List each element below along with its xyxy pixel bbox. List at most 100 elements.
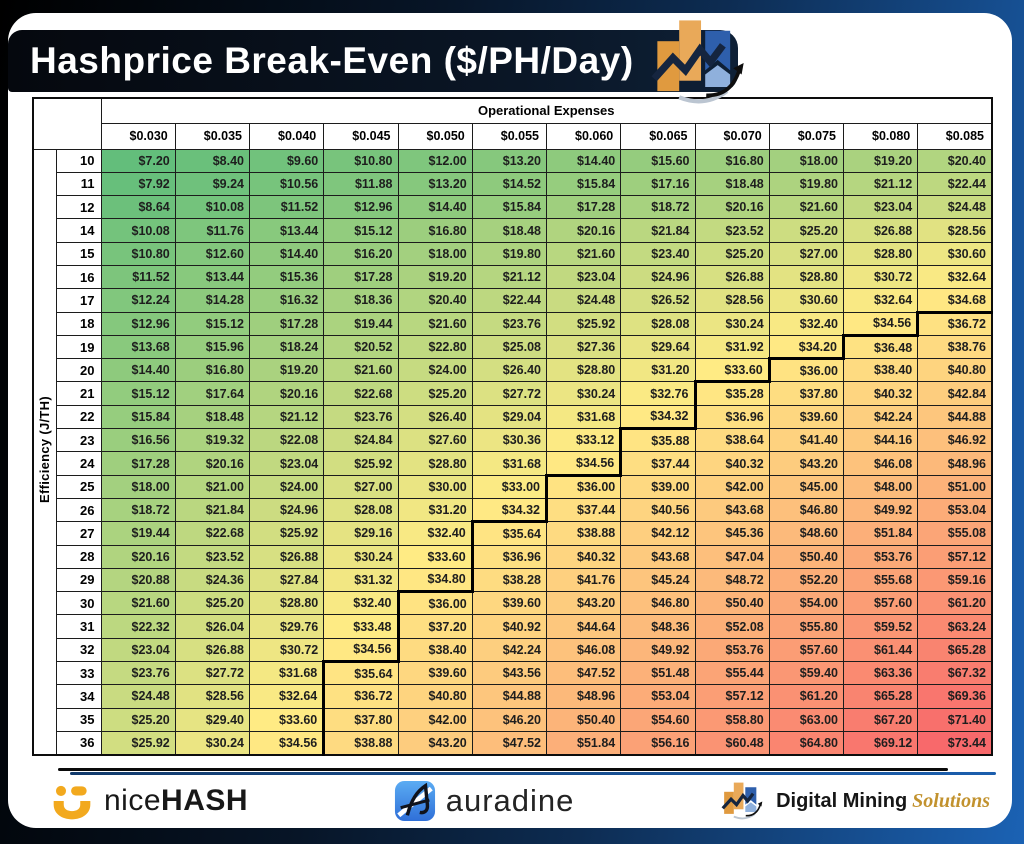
- breakeven-value-cell: $39.60: [397, 661, 473, 686]
- breakeven-value-cell: $61.20: [768, 684, 845, 709]
- efficiency-row-label: 27: [55, 521, 102, 546]
- breakeven-value-cell: $63.00: [768, 707, 845, 732]
- breakeven-value-cell: $51.48: [620, 661, 696, 686]
- opex-group-header: Operational Expenses: [100, 97, 993, 124]
- breakeven-value-cell: $18.00: [100, 474, 176, 499]
- breakeven-value-cell: $25.92: [545, 311, 622, 336]
- breakeven-value-cell: $41.76: [545, 567, 622, 593]
- breakeven-value-cell: $56.16: [620, 730, 696, 756]
- breakeven-value-cell: $37.20: [397, 614, 473, 639]
- breakeven-value-cell: $33.60: [694, 358, 771, 384]
- breakeven-value-cell: $28.56: [174, 684, 251, 709]
- breakeven-value-cell: $19.80: [471, 241, 548, 266]
- table-row: 24 $17.28 $20.16 $23.04 $25.92 $28.80 $31.68 $3…: [33, 451, 993, 477]
- opex-values-header-row: $0.030 $0.035 $0.040 $0.045 $0.050 $0.055 $0.0…: [33, 122, 993, 150]
- breakeven-value-cell: $11.52: [248, 195, 325, 220]
- breakeven-value-cell: $48.00: [842, 474, 919, 499]
- breakeven-value-cell: $40.32: [545, 544, 622, 569]
- breakeven-value-cell: $10.80: [323, 148, 399, 173]
- breakeven-value-cell: $34.56: [248, 730, 326, 756]
- breakeven-value-cell: $49.92: [842, 497, 919, 523]
- table-row: 27 $19.44 $22.68 $25.92 $29.16 $32.40 $35.64 $3…: [33, 521, 993, 546]
- breakeven-value-cell: $54.00: [768, 591, 845, 616]
- breakeven-value-cell: $9.24: [174, 171, 251, 197]
- breakeven-value-cell: $33.00: [471, 474, 549, 499]
- breakeven-value-cell: $20.16: [100, 544, 176, 569]
- nicehash-text-bold: HASH: [161, 784, 249, 817]
- breakeven-value-cell: $21.60: [323, 358, 399, 383]
- breakeven-value-cell: $34.56: [842, 311, 920, 337]
- breakeven-value-cell: $55.80: [768, 614, 845, 639]
- breakeven-value-cell: $16.80: [397, 218, 473, 243]
- breakeven-value-cell: $16.20: [323, 241, 399, 266]
- breakeven-value-cell: $13.20: [471, 148, 548, 173]
- breakeven-value-cell: $45.00: [768, 474, 845, 499]
- breakeven-value-cell: $27.00: [323, 474, 399, 499]
- breakeven-value-cell: $12.60: [174, 241, 251, 266]
- efficiency-row-label: 19: [55, 334, 102, 360]
- breakeven-value-cell: $57.12: [694, 684, 770, 709]
- breakeven-value-cell: $37.44: [545, 497, 622, 523]
- table-row: 21 $15.12 $17.64 $20.16 $22.68 $25.20 $27.72 $3…: [33, 381, 993, 406]
- table-row: 22 $15.84 $18.48 $21.12 $23.76 $26.40 $29.04 $3…: [33, 404, 993, 431]
- breakeven-value-cell: $20.40: [917, 148, 993, 173]
- breakeven-value-cell: $36.48: [842, 334, 919, 360]
- breakeven-value-cell: $28.80: [545, 358, 622, 383]
- breakeven-value-cell: $16.32: [248, 288, 325, 313]
- breakeven-value-cell: $9.60: [248, 148, 325, 173]
- efficiency-row-label: 34: [55, 684, 102, 709]
- breakeven-value-cell: $27.72: [471, 381, 548, 406]
- table-row: 12 $8.64 $10.08 $11.52 $12.96 $14.40 $15.84 $17…: [33, 195, 993, 220]
- breakeven-value-cell: $14.40: [248, 241, 325, 266]
- opex-column-header: $0.080: [842, 122, 919, 150]
- breakeven-value-cell: $31.68: [248, 661, 326, 686]
- breakeven-value-cell: $51.84: [545, 730, 622, 756]
- breakeven-value-cell: $27.60: [397, 428, 473, 453]
- breakeven-value-cell: $48.96: [545, 684, 622, 709]
- breakeven-value-cell: $64.80: [768, 730, 845, 756]
- breakeven-value-cell: $23.76: [471, 311, 548, 336]
- breakeven-value-cell: $24.48: [917, 195, 993, 220]
- breakeven-value-cell: $17.64: [174, 381, 251, 406]
- efficiency-row-label: 33: [55, 661, 102, 686]
- breakeven-value-cell: $17.28: [248, 311, 325, 336]
- breakeven-value-cell: $21.60: [768, 195, 845, 220]
- footer-divider-black: [58, 768, 948, 771]
- breakeven-value-cell: $22.80: [397, 334, 473, 360]
- breakeven-value-cell: $39.60: [471, 591, 548, 616]
- breakeven-value-cell: $53.04: [620, 684, 696, 709]
- nicehash-wordmark: niceHASH: [104, 784, 248, 818]
- nicehash-smiley-icon: [53, 785, 91, 820]
- breakeven-value-cell: $25.92: [100, 730, 176, 756]
- breakeven-value-cell: $21.84: [174, 497, 251, 523]
- breakeven-value-cell: $18.72: [100, 497, 176, 523]
- breakeven-value-cell: $35.88: [620, 428, 696, 453]
- breakeven-value-cell: $15.84: [100, 404, 176, 430]
- breakeven-value-cell: $67.32: [917, 661, 993, 686]
- breakeven-value-cell: $17.28: [545, 195, 622, 220]
- breakeven-value-cell: $53.04: [917, 497, 993, 523]
- breakeven-value-cell: $35.28: [694, 381, 770, 406]
- breakeven-value-cell: $18.48: [471, 218, 548, 243]
- breakeven-value-cell: $48.96: [917, 451, 993, 476]
- breakeven-value-cell: $25.92: [323, 451, 399, 476]
- breakeven-value-cell: $19.20: [842, 148, 919, 173]
- breakeven-value-cell: $44.88: [917, 404, 993, 430]
- efficiency-row-label: 28: [55, 544, 102, 569]
- breakeven-value-cell: $65.28: [842, 684, 919, 709]
- table-row: 23 $16.56 $19.32 $22.08 $24.84 $27.60 $30.36 $3…: [33, 428, 993, 453]
- breakeven-value-cell: $50.40: [768, 544, 845, 569]
- breakeven-value-cell: $26.52: [620, 288, 696, 313]
- breakeven-value-cell: $23.04: [100, 637, 176, 663]
- breakeven-value-cell: $10.56: [248, 171, 325, 197]
- breakeven-value-cell: $29.16: [323, 521, 399, 546]
- breakeven-value-cell: $38.88: [545, 521, 622, 546]
- breakeven-value-cell: $48.60: [768, 521, 845, 546]
- breakeven-value-cell: $55.68: [842, 567, 919, 593]
- breakeven-value-cell: $18.00: [768, 148, 845, 173]
- table-row: 18 $12.96 $15.12 $17.28 $19.44 $21.60 $23.76 $2…: [33, 311, 993, 337]
- breakeven-value-cell: $31.20: [397, 497, 473, 523]
- breakeven-value-cell: $42.12: [620, 521, 696, 546]
- breakeven-value-cell: $34.32: [620, 404, 697, 431]
- breakeven-value-cell: $52.20: [768, 567, 845, 593]
